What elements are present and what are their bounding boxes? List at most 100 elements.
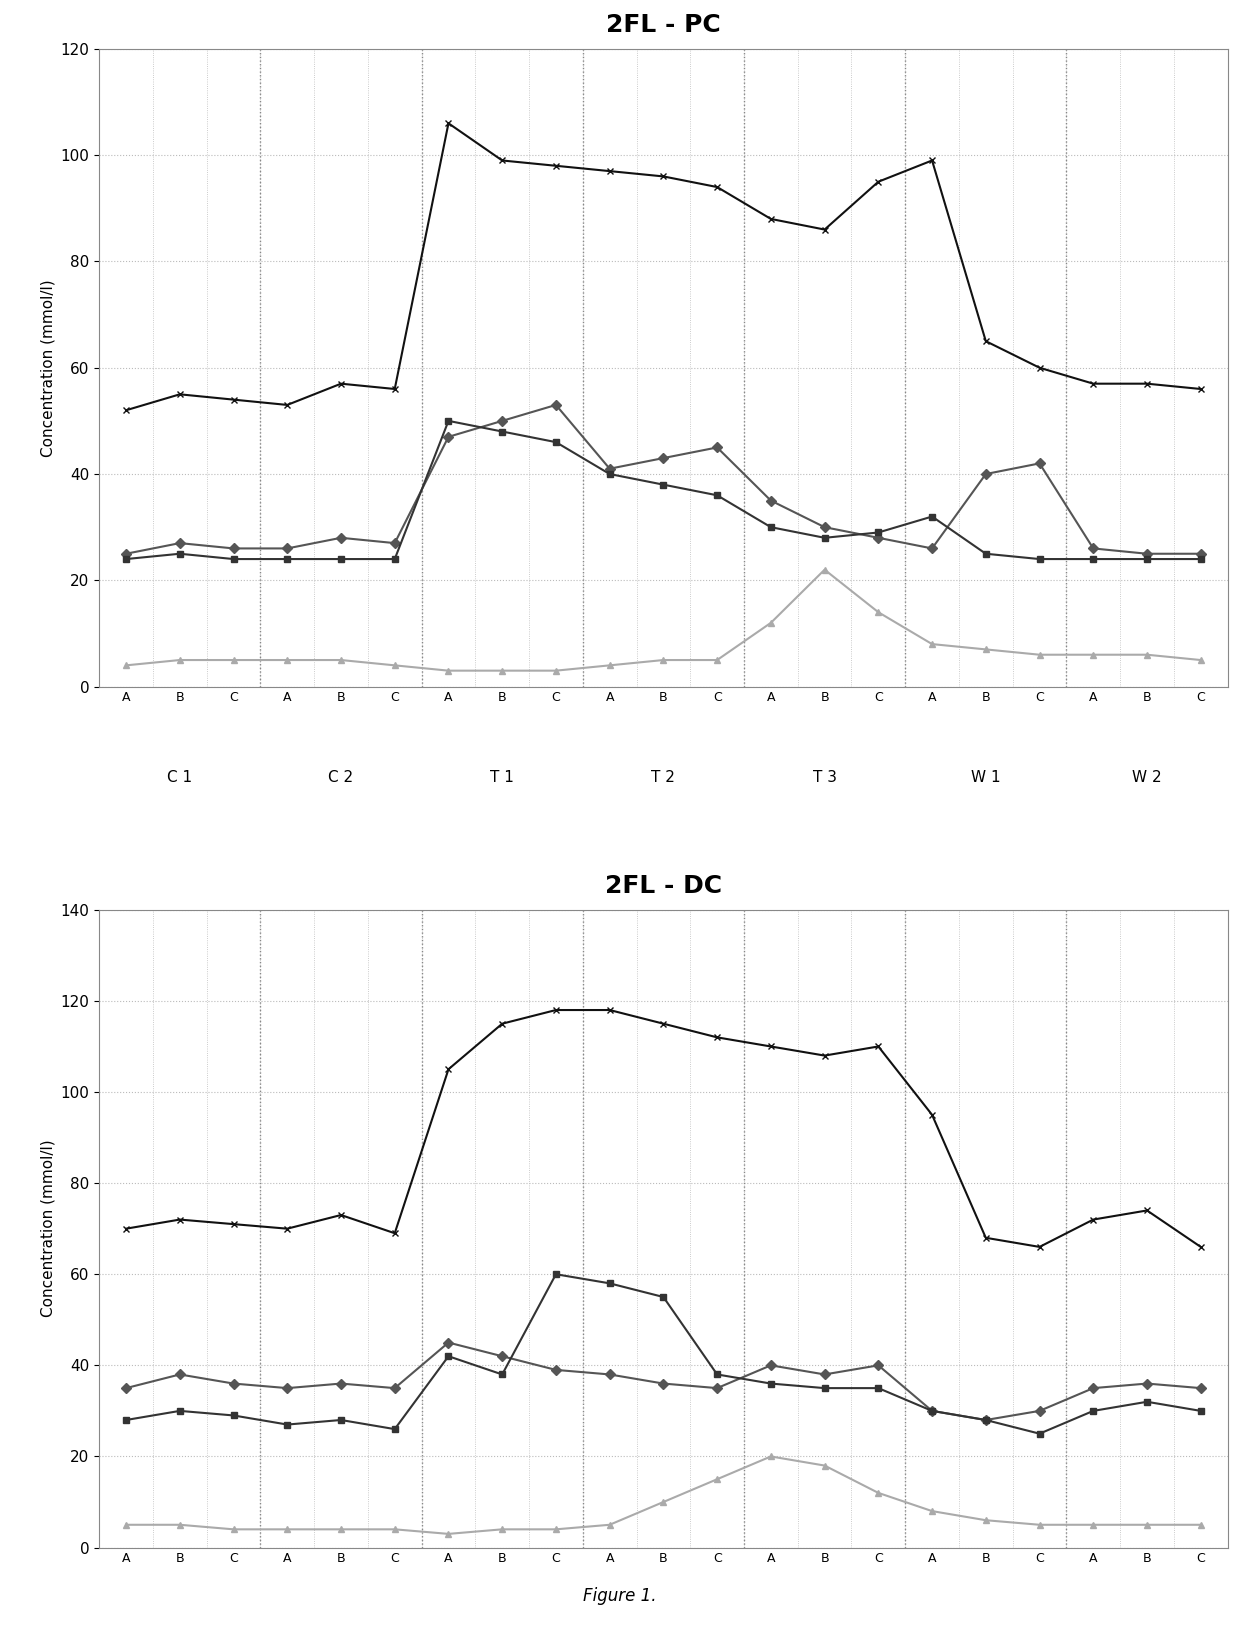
AA [548, 1360, 563, 1380]
PA [1193, 549, 1208, 569]
Total [226, 1214, 241, 1233]
Total [441, 114, 456, 134]
PA [817, 1378, 832, 1398]
Total [656, 166, 671, 186]
BA [441, 661, 456, 681]
AA [870, 1355, 885, 1375]
Total [817, 1046, 832, 1065]
AA [280, 539, 295, 559]
Total [280, 1218, 295, 1238]
Line: AA: AA [123, 401, 1204, 557]
Total [709, 1028, 724, 1047]
BA [172, 1515, 187, 1535]
Total [495, 1013, 510, 1033]
AA [709, 1378, 724, 1398]
AA [1140, 1373, 1154, 1393]
PA [1140, 549, 1154, 569]
Line: Total: Total [123, 121, 1204, 414]
Total [709, 178, 724, 197]
AA [495, 1347, 510, 1367]
PA [709, 1365, 724, 1385]
BA [548, 1520, 563, 1539]
AA [119, 544, 134, 564]
AA [1140, 544, 1154, 564]
PA [441, 411, 456, 430]
AA [925, 1401, 940, 1420]
Total [1193, 1236, 1208, 1256]
AA [1086, 539, 1101, 559]
Total [119, 401, 134, 420]
Total [1140, 1201, 1154, 1220]
Line: PA: PA [123, 417, 1204, 562]
PA [172, 544, 187, 564]
PA [656, 1287, 671, 1306]
Total [656, 1013, 671, 1033]
Total [548, 156, 563, 176]
Title: 2FL - DC: 2FL - DC [605, 875, 722, 898]
BA [119, 655, 134, 674]
BA [1032, 645, 1047, 665]
PA [978, 544, 993, 564]
AA [548, 396, 563, 415]
Total [387, 1223, 402, 1243]
Y-axis label: Concentration (mmol/l): Concentration (mmol/l) [40, 279, 55, 456]
Text: W 1: W 1 [971, 769, 1001, 785]
Total [978, 1228, 993, 1248]
Total [226, 389, 241, 409]
AA [441, 427, 456, 446]
BA [925, 634, 940, 653]
AA [334, 528, 348, 547]
Total [172, 1210, 187, 1230]
PA [1086, 549, 1101, 569]
BA [1140, 645, 1154, 665]
PA [870, 1378, 885, 1398]
AA [764, 1355, 779, 1375]
BA [495, 1520, 510, 1539]
BA [978, 1510, 993, 1530]
AA [172, 533, 187, 552]
BA [1193, 650, 1208, 670]
BA [817, 560, 832, 580]
AA [978, 464, 993, 484]
BA [709, 650, 724, 670]
Total [1140, 375, 1154, 394]
Total [1032, 1236, 1047, 1256]
PA [764, 518, 779, 538]
Total [1086, 1210, 1101, 1230]
Line: AA: AA [123, 1339, 1204, 1424]
AA [280, 1378, 295, 1398]
PA [441, 1347, 456, 1367]
PA [764, 1373, 779, 1393]
BA [817, 1456, 832, 1476]
PA [226, 1406, 241, 1425]
AA [1193, 544, 1208, 564]
BA [119, 1515, 134, 1535]
Total [817, 220, 832, 239]
Total [334, 375, 348, 394]
AA [1032, 453, 1047, 472]
PA [925, 1401, 940, 1420]
PA [656, 476, 671, 495]
Total [1193, 380, 1208, 399]
BA [334, 1520, 348, 1539]
BA [870, 603, 885, 622]
BA [603, 1515, 618, 1535]
PA [978, 1411, 993, 1430]
PA [172, 1401, 187, 1420]
AA [603, 459, 618, 479]
PA [603, 464, 618, 484]
PA [1032, 549, 1047, 569]
Total [603, 161, 618, 181]
BA [1140, 1515, 1154, 1535]
AA [1086, 1378, 1101, 1398]
Line: PA: PA [123, 1271, 1204, 1437]
Total [1032, 358, 1047, 378]
PA [334, 549, 348, 569]
PA [495, 422, 510, 441]
Total [925, 1104, 940, 1124]
PA [119, 549, 134, 569]
PA [280, 1414, 295, 1434]
PA [1032, 1424, 1047, 1443]
Text: T 3: T 3 [812, 769, 837, 785]
PA [870, 523, 885, 542]
